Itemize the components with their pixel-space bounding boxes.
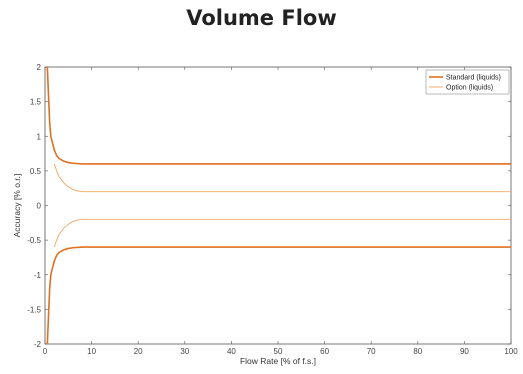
series-2-upper-line bbox=[53, 163, 511, 193]
x-tick-label: 90 bbox=[460, 347, 469, 356]
axis-ticks: 0 10 20 30 40 50 60 70 80 90 100 -2 -1.5 -1 -0.5 0 0.5 1 1… bbox=[27, 63, 518, 356]
legend: Standard (liquids) Option (liquids) bbox=[425, 69, 510, 95]
chart-title: Volume Flow bbox=[186, 6, 337, 30]
x-tick-label: 40 bbox=[227, 347, 236, 356]
x-tick-label: 20 bbox=[134, 347, 143, 356]
series-1-lower-line bbox=[46, 246, 511, 344]
y-tick-label: 0 bbox=[37, 202, 42, 211]
series-lines bbox=[46, 67, 511, 344]
x-tick-label: 30 bbox=[180, 347, 189, 356]
y-tick-label: -2 bbox=[34, 340, 42, 349]
y-tick-label: -0.5 bbox=[27, 236, 41, 245]
x-tick-label: 100 bbox=[504, 347, 518, 356]
legend-box bbox=[425, 69, 510, 95]
legend-label: Option (liquids) bbox=[446, 85, 493, 92]
x-tick-label: 10 bbox=[87, 347, 96, 356]
x-tick-label: 50 bbox=[274, 347, 283, 356]
x-tick-label: 80 bbox=[413, 347, 422, 356]
y-tick-label: 0.5 bbox=[30, 167, 42, 176]
y-tick-label: -1 bbox=[34, 271, 42, 280]
series-2-lower-line bbox=[53, 218, 511, 248]
x-axis-label: Flow Rate [% of f.s.] bbox=[240, 356, 316, 366]
x-tick-label: 60 bbox=[320, 347, 329, 356]
y-axis-label: Accuracy [% o.r.] bbox=[12, 174, 22, 238]
series-1-upper-line bbox=[46, 67, 511, 165]
legend-label: Standard (liquids) bbox=[446, 75, 501, 82]
y-tick-label: 1 bbox=[37, 132, 42, 141]
y-tick-label: -1.5 bbox=[27, 305, 41, 314]
x-tick-label: 70 bbox=[367, 347, 376, 356]
y-tick-label: 1.5 bbox=[30, 98, 42, 107]
plot-area bbox=[44, 66, 512, 345]
y-tick-label: 2 bbox=[37, 63, 42, 72]
x-tick-label: 0 bbox=[43, 347, 48, 356]
